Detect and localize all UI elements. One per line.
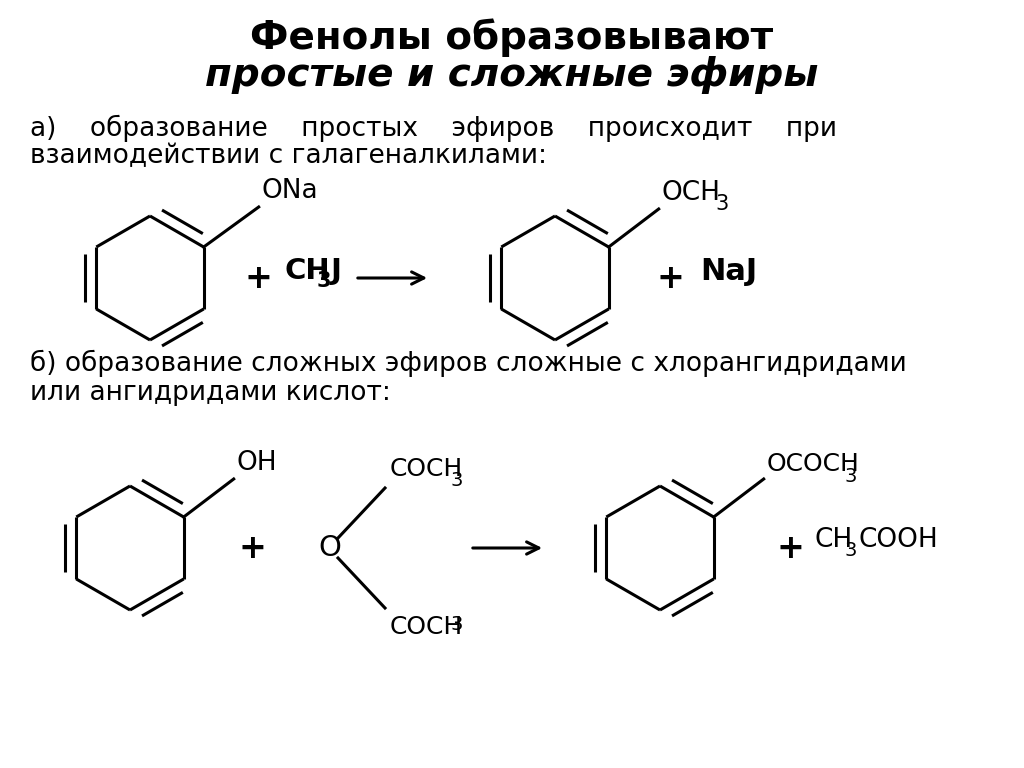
- Text: +: +: [776, 531, 804, 564]
- Text: OH: OH: [237, 450, 278, 476]
- Text: 3: 3: [845, 541, 857, 560]
- Text: Фенолы образовывают: Фенолы образовывают: [251, 18, 773, 58]
- Text: COOH: COOH: [858, 527, 938, 553]
- Text: а)    образование    простых    эфиров    происходит    при: а) образование простых эфиров происходит…: [30, 114, 837, 141]
- Text: NaJ: NaJ: [700, 257, 758, 286]
- Text: простые и сложные эфиры: простые и сложные эфиры: [206, 56, 818, 94]
- Text: +: +: [238, 531, 266, 564]
- Text: б) образование сложных эфиров сложные с хлорангидридами: б) образование сложных эфиров сложные с …: [30, 349, 906, 376]
- Text: 3: 3: [450, 615, 463, 634]
- Text: ONa: ONa: [262, 178, 318, 204]
- Text: CH: CH: [285, 257, 331, 285]
- Text: O: O: [318, 534, 341, 562]
- Text: OCH: OCH: [662, 180, 721, 206]
- Text: J: J: [331, 257, 342, 285]
- Text: OCOCH: OCOCH: [767, 452, 859, 476]
- Text: или ангидридами кислот:: или ангидридами кислот:: [30, 380, 391, 406]
- Text: 3: 3: [450, 471, 463, 490]
- Text: +: +: [656, 261, 684, 294]
- Text: 3: 3: [317, 271, 332, 291]
- Text: +: +: [244, 261, 272, 294]
- Text: 3: 3: [716, 194, 729, 214]
- Text: COCH: COCH: [390, 457, 463, 481]
- Text: COCH: COCH: [390, 615, 463, 639]
- Text: CH: CH: [815, 527, 853, 553]
- Text: взаимодействии с галагеналкилами:: взаимодействии с галагеналкилами:: [30, 143, 547, 169]
- Text: 3: 3: [845, 467, 857, 486]
